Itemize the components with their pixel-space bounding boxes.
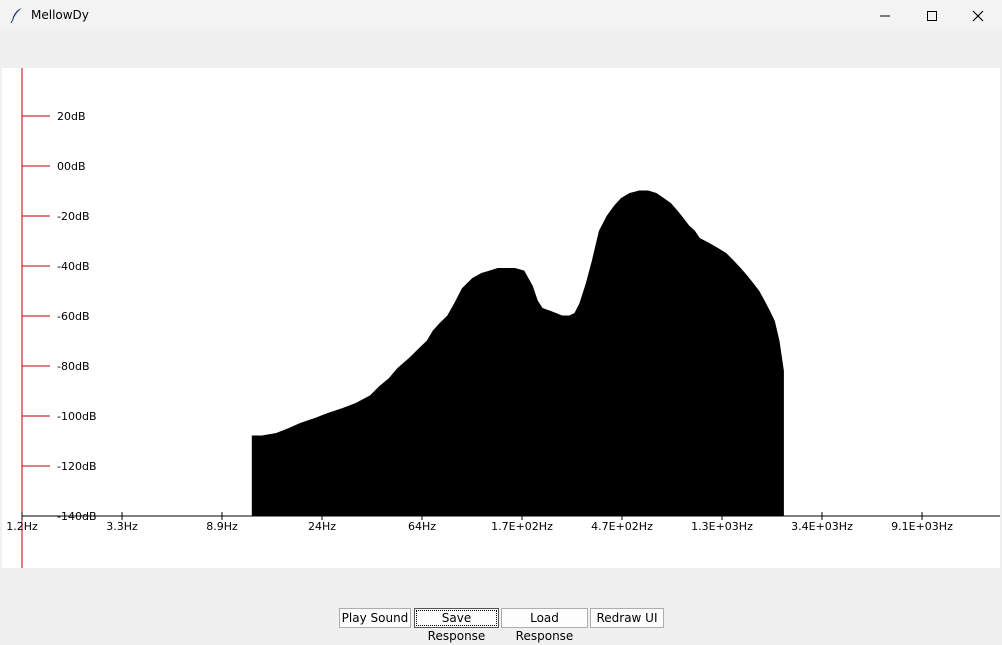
y-tick-label: 00dB: [57, 160, 86, 173]
x-tick-label: 64Hz: [408, 520, 436, 533]
x-tick-label: 24Hz: [308, 520, 336, 533]
y-tick-label: 20dB: [57, 110, 86, 123]
y-tick-label: -40dB: [57, 260, 90, 273]
x-tick-label: 8.9Hz: [206, 520, 238, 533]
y-tick-label: -100dB: [57, 410, 97, 423]
x-tick-label: 1.2Hz: [6, 520, 38, 533]
redraw-ui-button[interactable]: Redraw UI: [590, 608, 664, 628]
y-tick-label: -60dB: [57, 310, 90, 323]
maximize-icon: [927, 10, 937, 21]
y-tick-label: -120dB: [57, 460, 97, 473]
y-tick-label: -20dB: [57, 210, 90, 223]
x-tick-label: 1.7E+02Hz: [491, 520, 553, 533]
save-response-button[interactable]: Save Response: [414, 608, 499, 643]
minimize-button[interactable]: [862, 0, 908, 31]
load-response-button[interactable]: Load Response: [501, 608, 588, 643]
response-area: [251, 190, 784, 517]
x-tick-label: 9.1E+03Hz: [891, 520, 953, 533]
feather-icon: [9, 7, 25, 24]
x-tick-label: 4.7E+02Hz: [591, 520, 653, 533]
title-bar: MellowDy: [0, 0, 1002, 31]
x-tick-label: 3.3Hz: [106, 520, 138, 533]
frequency-response-chart[interactable]: 20dB 00dB -20dB -40dB -60dB -80dB -100dB -120dB…: [2, 68, 1000, 568]
frequency-response-canvas[interactable]: 20dB 00dB -20dB -40dB -60dB -80dB -100dB -120dB…: [2, 68, 1000, 568]
play-sound-button[interactable]: Play Sound: [339, 608, 411, 628]
y-tick-label: -80dB: [57, 360, 90, 373]
maximize-button[interactable]: [909, 0, 955, 31]
close-button[interactable]: [955, 0, 1001, 31]
close-icon: [972, 10, 984, 21]
button-bar: Play Sound Save Response Load Response R…: [0, 608, 1002, 643]
window-title: MellowDy: [31, 8, 89, 22]
minimize-icon: [880, 15, 890, 16]
x-tick-label: 3.4E+03Hz: [791, 520, 853, 533]
x-tick-label: 1.3E+03Hz: [691, 520, 753, 533]
